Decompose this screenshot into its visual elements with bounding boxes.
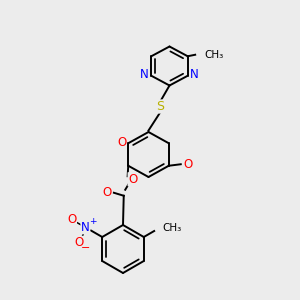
Text: O: O [67,213,76,226]
Text: CH₃: CH₃ [163,223,182,233]
Text: CH₃: CH₃ [204,50,224,60]
Text: N: N [140,68,149,81]
Text: O: O [75,236,84,249]
Text: +: + [89,217,97,226]
Text: N: N [190,68,199,81]
Text: N: N [81,221,90,234]
Text: O: O [103,186,112,199]
Text: −: − [81,243,91,253]
Text: O: O [128,173,137,186]
Text: O: O [117,136,126,149]
Text: O: O [184,158,193,171]
Text: S: S [157,100,164,113]
